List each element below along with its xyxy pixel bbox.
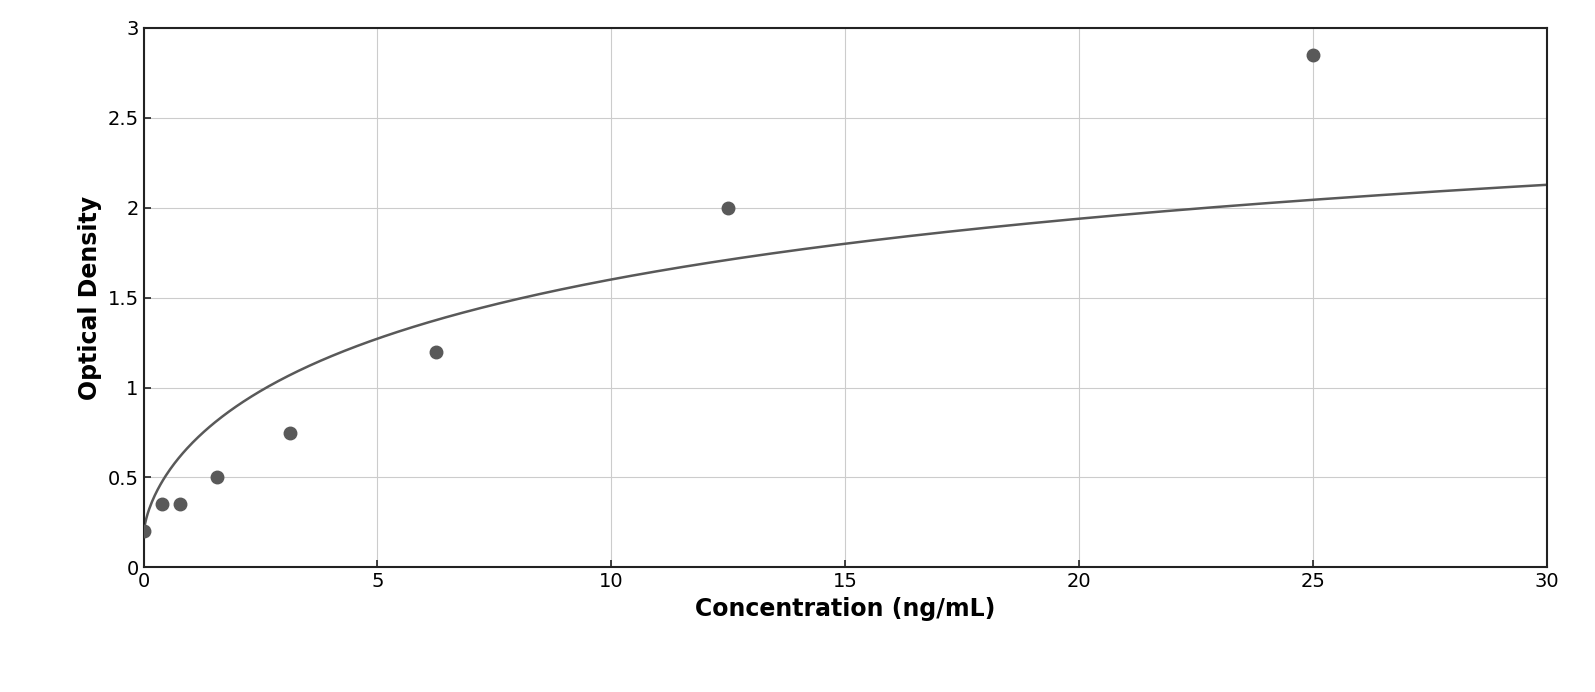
Point bbox=[716, 202, 742, 213]
Point bbox=[131, 526, 156, 537]
X-axis label: Concentration (ng/mL): Concentration (ng/mL) bbox=[695, 597, 995, 621]
Point bbox=[167, 499, 193, 510]
Point bbox=[1300, 49, 1325, 60]
Point bbox=[204, 472, 230, 483]
Point bbox=[148, 499, 174, 510]
Y-axis label: Optical Density: Optical Density bbox=[78, 196, 102, 399]
Point bbox=[423, 346, 448, 357]
Point bbox=[278, 427, 303, 438]
